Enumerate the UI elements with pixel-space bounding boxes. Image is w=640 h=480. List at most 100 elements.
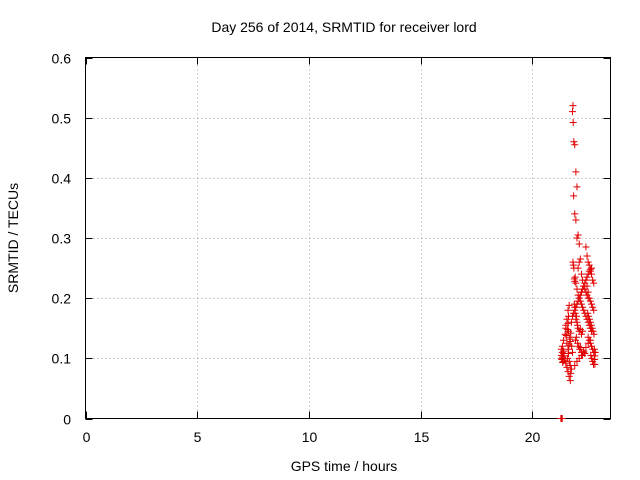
axis-ticks: 0 0.1 0.2 0.3 0.4 0.5 0.6 0 5 10 15 20 (52, 51, 611, 445)
data-point (562, 331, 570, 339)
data-point (571, 141, 579, 149)
data-point (565, 357, 573, 365)
data-point (567, 369, 575, 377)
data-point (572, 333, 580, 341)
data-point (573, 234, 581, 242)
data-point (574, 297, 582, 305)
data-point (580, 306, 588, 314)
x-tick-label: 0 (83, 429, 91, 445)
y-tick-label: 0.5 (52, 111, 72, 127)
data-point (575, 294, 583, 302)
data-point (564, 319, 572, 327)
data-point (579, 303, 587, 311)
data-point (585, 312, 593, 320)
data-point (571, 210, 579, 218)
data-point (572, 303, 580, 311)
data-point (564, 306, 572, 314)
data-point (588, 324, 596, 332)
data-point (568, 342, 576, 350)
data-point (576, 291, 584, 299)
data-point (569, 348, 577, 356)
data-point (566, 335, 574, 343)
chart-title: Day 256 of 2014, SRMTID for receiver lor… (211, 19, 476, 35)
data-point (575, 342, 583, 350)
data-point (567, 329, 575, 337)
data-point (590, 345, 598, 353)
data-point (570, 309, 578, 317)
data-point (567, 318, 575, 326)
y-tick-label: 0 (63, 412, 71, 428)
data-point (564, 354, 572, 362)
data-point (567, 365, 575, 373)
data-point (572, 168, 580, 176)
data-point (584, 288, 592, 296)
data-point (589, 303, 597, 311)
data-point (561, 330, 569, 338)
data-point (574, 231, 582, 239)
x-axis-label: GPS time / hours (291, 458, 398, 474)
data-point (570, 192, 578, 200)
data-point (591, 360, 599, 368)
data-point (584, 270, 592, 278)
data-point (584, 309, 592, 317)
data-point (571, 273, 579, 281)
data-point (588, 300, 596, 308)
data-point (588, 342, 596, 350)
data-point (566, 377, 574, 385)
data-point (571, 306, 579, 314)
data-point (564, 325, 572, 333)
data-point (590, 330, 598, 338)
data-point (591, 348, 599, 356)
data-point (564, 345, 572, 353)
data-point (582, 243, 590, 251)
data-point (589, 327, 597, 335)
data-point (562, 359, 570, 367)
data-point (570, 138, 578, 146)
data-point (572, 279, 580, 287)
data-point (565, 372, 573, 380)
data-point (586, 315, 593, 323)
data-point (569, 102, 577, 110)
data-point (563, 315, 571, 323)
data-point (575, 258, 583, 266)
data-point (587, 351, 595, 359)
data-point (573, 183, 581, 191)
data-point (590, 279, 598, 287)
x-tick-label: 20 (525, 429, 541, 445)
data-point (577, 330, 585, 338)
data-point (572, 216, 580, 224)
y-tick-label: 0.6 (52, 51, 72, 67)
data-point (581, 279, 589, 287)
y-tick-label: 0.3 (52, 231, 72, 247)
data-point (558, 415, 566, 422)
data-point (576, 255, 584, 263)
data-point (573, 300, 581, 308)
data-point (560, 352, 568, 360)
data-point (583, 252, 591, 260)
data-point (561, 356, 569, 364)
data-point (579, 285, 587, 293)
data-point (582, 276, 590, 284)
data-point (590, 306, 598, 314)
data-point (586, 336, 594, 344)
y-tick-label: 0.1 (52, 351, 72, 367)
data-point (584, 258, 592, 266)
y-tick-label: 0.4 (52, 171, 72, 187)
data-point (586, 297, 594, 305)
x-tick-label: 15 (414, 429, 430, 445)
y-axis-label: SRMTID / TECUs (5, 183, 21, 293)
data-point (575, 240, 583, 248)
data-point (572, 315, 580, 323)
data-point (571, 362, 579, 370)
data-point (586, 318, 594, 326)
data-point (581, 350, 589, 358)
data-point (585, 294, 593, 302)
data-point (563, 363, 571, 371)
data-point (586, 265, 594, 273)
data-point (577, 288, 585, 296)
data-point (580, 282, 588, 290)
data-point (569, 108, 577, 116)
data-point (565, 301, 573, 309)
data-point (583, 273, 591, 281)
